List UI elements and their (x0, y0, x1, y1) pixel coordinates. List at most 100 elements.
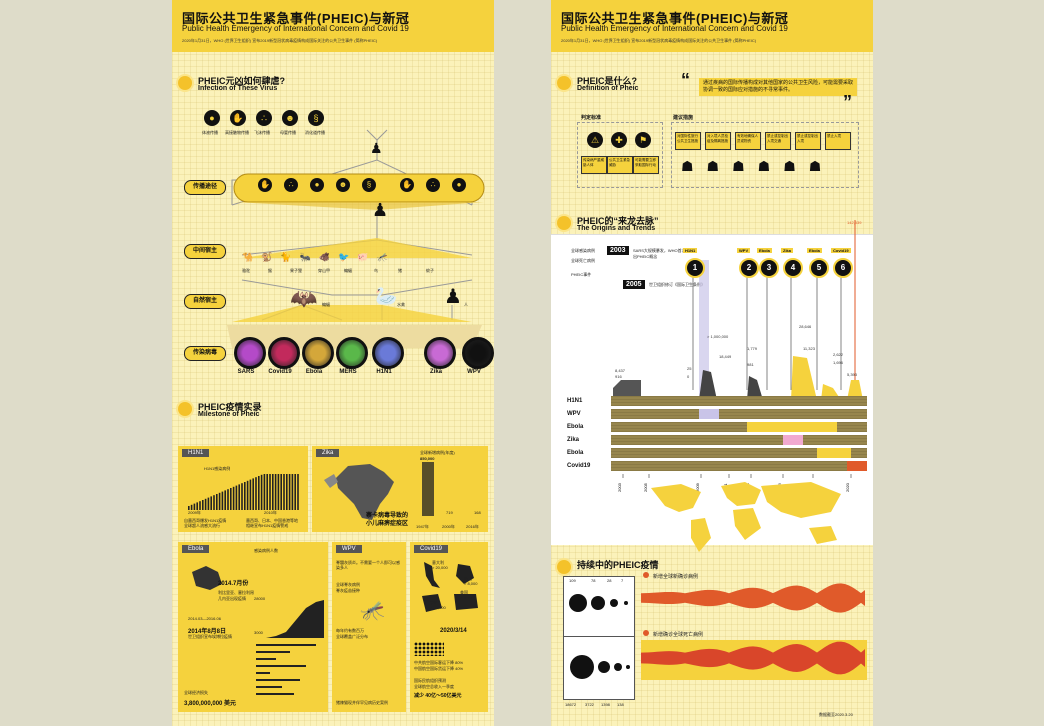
bird-icon: 🦢 (375, 286, 398, 306)
bar (216, 494, 218, 510)
bar (224, 490, 226, 510)
zika-caption: 小儿麻痹症疫区 (366, 521, 409, 527)
event-name: WPV (737, 248, 751, 253)
bar (286, 474, 288, 510)
year-box: 2003 (607, 246, 629, 255)
bubble-label: 3722 (585, 702, 594, 707)
transmission-icon: ✋ (258, 178, 272, 192)
transmission-icon: ● (452, 178, 466, 192)
disease-label: Covid19 (268, 369, 292, 375)
bar (256, 644, 316, 646)
bar (230, 488, 232, 510)
host-label: 蚊子 (426, 268, 434, 273)
caption: 脊灰疫苗接种 (336, 588, 360, 593)
disease-label: Ebola (305, 369, 323, 375)
year-box: 2005 (623, 280, 645, 289)
bar-value-label: > 1,000,000 (707, 334, 729, 339)
bar (193, 503, 196, 510)
right-header: 国际公共卫生紧急事件(PHEIC)与新冠 Public Health Emerg… (551, 0, 873, 52)
bar (274, 474, 277, 510)
row-highlight (817, 448, 851, 458)
measure-label: 建议措施 (673, 115, 694, 121)
country-label: 美国 (460, 590, 468, 595)
section-title-en: Definition of Pheic (577, 85, 639, 92)
event-name: H1N1 (683, 248, 698, 253)
transmission-tree (227, 129, 485, 348)
bar (283, 474, 285, 510)
event-number-icon: 4 (783, 258, 803, 278)
bubble-label: 1398 (601, 702, 610, 707)
axis-year-label: 2005 (643, 482, 648, 492)
row-label-intermediate: 中间宿主 (184, 244, 226, 259)
row-highlight (783, 435, 803, 445)
judge-card: 公共卫生紧急威胁 (607, 156, 633, 174)
caption: 全球脊灰病例 (336, 582, 360, 587)
left-subtitle: Public Health Emergency of International… (182, 24, 409, 33)
section-dot-icon (178, 76, 192, 90)
mosquito-icon: 🦟 (360, 600, 385, 622)
year-label: 2000年 (442, 524, 455, 529)
series-dot-icon (643, 630, 649, 636)
bar (280, 474, 282, 510)
measure-card: 禁止或控制出入境交通 (765, 132, 791, 150)
event-number-icon: 3 (759, 258, 779, 278)
virus-sars-icon (234, 337, 266, 369)
dot-grid (414, 642, 444, 656)
year-note: SARS大规模暴发，WHO首次提出PHEIC概念 (633, 248, 690, 259)
measure-card: 对入境人员检疫及隔离措施 (705, 132, 731, 150)
transmission-icon: ∴ (284, 178, 298, 192)
section-dot-icon (557, 560, 571, 574)
caption: 猪辣猫现并伴罕见病历史案例 (336, 700, 388, 705)
bar (256, 658, 276, 660)
definition-quote: 通过疾病的国际传播构成对其他国家的公共卫生风险，可能需要采取协调一致的国际应对措… (699, 78, 857, 96)
event-name: Covid19 (831, 248, 851, 253)
bar (288, 474, 291, 510)
bar-value-label: 28,646 (799, 324, 812, 329)
bar (207, 497, 210, 510)
host-tag: 蝙蝠 (322, 302, 330, 307)
h1n1-bar-chart (188, 474, 299, 510)
axis-value: 3000 (254, 630, 263, 635)
host-label: 鸟 (374, 268, 378, 273)
transmission-icon: § (362, 178, 376, 192)
caption: 相继宣布H1N1疫情警戒 (246, 523, 289, 528)
bubble-chart-top (569, 594, 628, 612)
caption: 自墨西哥爆发H1N1疫情 (184, 518, 227, 523)
contact-icon: ✋ (230, 110, 246, 126)
right-note: 2020年1月31日，WHO (世界卫生组织) 宣布2019新型冠状病毒疫情构成… (561, 38, 757, 43)
bar (294, 474, 296, 510)
series-dot-icon (643, 572, 649, 578)
bar (252, 478, 254, 510)
route-label: 高接触物传播 (225, 130, 249, 135)
stat-value: 850,000 (420, 456, 435, 461)
caption: 全球覆盖广泛分布 (336, 634, 368, 639)
row-label-natural: 自然宿主 (184, 294, 226, 309)
bar (210, 496, 212, 510)
area (266, 600, 324, 638)
country-maps (422, 562, 478, 612)
measure-card: 禁止入境 (825, 132, 851, 150)
row-label-disease: 传染病毒 (184, 346, 226, 361)
panel-tag: Ebola (182, 545, 210, 553)
bubble-label: 109 (569, 578, 576, 583)
row-label: Ebola (563, 448, 607, 458)
country-value: > 8,000 (464, 581, 478, 586)
host-label: 蝙蝠 (344, 268, 352, 273)
caption: 世卫组织宣布埃博拉疫情 (188, 634, 232, 639)
wave (641, 583, 865, 613)
bar (256, 665, 306, 667)
dot-column (422, 462, 434, 516)
caption: 利比里亚、塞拉利昂 (218, 590, 254, 595)
wave-title: 新增全球新确诊病例 (653, 574, 699, 580)
period-label: 2014.03—2016.06 (188, 616, 221, 621)
legend-text: H1N1感染病例 (204, 466, 231, 471)
section-title-zh: 持续中的PHEIC疫情 (577, 560, 659, 570)
section-title-zh: PHEIC是什么? (577, 76, 638, 86)
west-africa-map (192, 566, 222, 590)
axis-value: 28000 (254, 596, 266, 601)
wave-title: 新增确诊全球死亡病例 (653, 632, 704, 638)
caption: 全球经济损失 (184, 690, 208, 695)
wave-chart-cases (641, 583, 865, 613)
bubble-label: 138 (617, 702, 624, 707)
event-number-icon: 6 (833, 258, 853, 278)
